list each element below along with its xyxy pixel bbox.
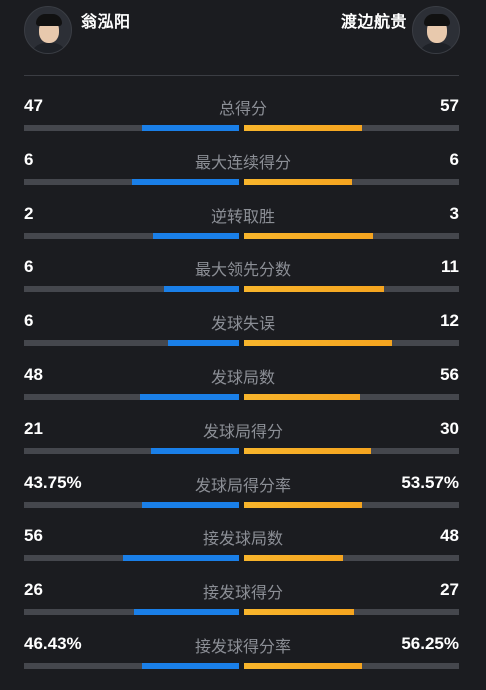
- header-divider: [24, 75, 459, 76]
- right-stat-bar-track: [244, 501, 459, 508]
- left-stat-bar-track: [24, 232, 239, 239]
- right-stat-value: 27: [440, 580, 459, 600]
- stat-label: 接发球得分: [202, 585, 283, 603]
- avatar-hair: [424, 14, 450, 26]
- left-stat-bar-fill: [122, 555, 239, 562]
- left-stat-bar-fill: [142, 125, 239, 131]
- avatar-shirt: [419, 43, 455, 53]
- stats-list: 47 总得分 57 6 最大连续得分 6 2 逆转取胜 3 6 最大领先分数 1…: [0, 80, 486, 672]
- right-stat-bar-track: [244, 125, 459, 131]
- stat-label: 发球局得分: [202, 423, 283, 441]
- left-stat-bar-track: [24, 125, 239, 131]
- avatar-shirt: [31, 43, 67, 53]
- right-stat-bar-fill: [244, 501, 363, 508]
- left-stat-value: 56: [24, 526, 43, 546]
- right-stat-bar-track: [244, 286, 459, 293]
- stat-label: 发球失误: [210, 316, 275, 334]
- stat-label: 逆转取胜: [210, 208, 275, 226]
- right-stat-bar-fill: [244, 662, 363, 669]
- left-stat-value: 6: [24, 149, 34, 169]
- right-player-name[interactable]: 渡边航贵: [340, 14, 407, 31]
- stat-label: 发球局得分率: [194, 477, 291, 495]
- stat-row: 56 接发球局数 48: [0, 510, 486, 564]
- right-stat-value: 53.57%: [401, 472, 459, 492]
- right-stat-bar-track: [244, 447, 459, 454]
- right-stat-bar-fill: [244, 286, 384, 293]
- stat-row: 47 总得分 57: [0, 80, 486, 134]
- right-stat-value: 56: [440, 364, 459, 384]
- stat-row: 6 最大领先分数 11: [0, 241, 486, 295]
- right-stat-bar-fill: [244, 340, 393, 347]
- left-stat-value: 48: [24, 364, 43, 384]
- right-stat-value: 56.25%: [401, 633, 459, 653]
- right-stat-bar-track: [244, 232, 459, 239]
- right-stat-bar-track: [244, 609, 459, 616]
- left-player-avatar[interactable]: [24, 6, 72, 54]
- right-player-avatar[interactable]: [412, 6, 460, 54]
- left-stat-value: 26: [24, 580, 43, 600]
- right-stat-bar-fill: [244, 125, 363, 131]
- right-stat-bar-track: [244, 662, 459, 669]
- stat-row: 48 发球局数 56: [0, 349, 486, 403]
- stat-label: 发球局数: [210, 369, 275, 387]
- left-stat-bar-track: [24, 447, 239, 454]
- left-stat-value: 21: [24, 418, 43, 438]
- right-stat-value: 6: [449, 149, 459, 169]
- right-stat-value: 12: [440, 311, 459, 331]
- left-stat-bar-track: [24, 609, 239, 616]
- right-stat-bar-fill: [244, 178, 352, 185]
- left-stat-value: 2: [24, 203, 34, 223]
- right-stat-bar-fill: [244, 393, 361, 400]
- left-stat-bar-track: [24, 286, 239, 293]
- left-stat-bar-track: [24, 501, 239, 508]
- left-stat-bar-fill: [140, 393, 239, 400]
- stat-label: 总得分: [218, 101, 267, 118]
- stat-row: 46.43% 接发球得分率 56.25%: [0, 618, 486, 672]
- left-player-name[interactable]: 翁泓阳: [81, 14, 131, 31]
- left-stat-bar-fill: [133, 609, 239, 616]
- left-stat-bar-track: [24, 662, 239, 669]
- stat-label: 最大领先分数: [194, 262, 291, 280]
- left-stat-bar-track: [24, 555, 239, 562]
- left-stat-bar-fill: [142, 662, 239, 669]
- right-stat-bar-track: [244, 178, 459, 185]
- left-stat-bar-fill: [168, 340, 239, 347]
- avatar-hair: [36, 14, 62, 26]
- right-stat-bar-track: [244, 393, 459, 400]
- match-header: 翁泓阳 渡边航贵: [0, 0, 486, 76]
- left-stat-value: 46.43%: [24, 633, 82, 653]
- left-stat-value: 6: [24, 311, 34, 331]
- right-stat-bar-track: [244, 340, 459, 347]
- right-stat-value: 48: [440, 526, 459, 546]
- left-stat-value: 6: [24, 257, 34, 277]
- stat-label: 接发球得分率: [194, 638, 291, 656]
- right-stat-value: 3: [449, 203, 459, 223]
- right-stat-value: 57: [440, 96, 459, 115]
- left-stat-bar-fill: [163, 286, 239, 293]
- left-stat-value: 43.75%: [24, 472, 82, 492]
- left-stat-bar-fill: [142, 501, 239, 508]
- right-stat-bar-track: [244, 555, 459, 562]
- left-stat-bar-fill: [150, 447, 239, 454]
- right-stat-bar-fill: [244, 447, 371, 454]
- left-stat-bar-track: [24, 340, 239, 347]
- left-stat-bar-track: [24, 178, 239, 185]
- left-stat-bar-track: [24, 393, 239, 400]
- stat-row: 26 接发球得分 27: [0, 564, 486, 618]
- left-stat-bar-fill: [131, 178, 239, 185]
- stat-row: 21 发球局得分 30: [0, 403, 486, 457]
- stat-row: 43.75% 发球局得分率 53.57%: [0, 457, 486, 511]
- left-stat-value: 47: [24, 96, 43, 115]
- right-stat-bar-fill: [244, 555, 343, 562]
- stat-row: 6 最大连续得分 6: [0, 134, 486, 188]
- left-stat-bar-fill: [153, 232, 239, 239]
- right-stat-value: 11: [441, 257, 459, 277]
- stat-row: 2 逆转取胜 3: [0, 188, 486, 242]
- right-stat-bar-fill: [244, 609, 354, 616]
- right-stat-bar-fill: [244, 232, 373, 239]
- stat-row: 6 发球失误 12: [0, 295, 486, 349]
- right-stat-value: 30: [440, 418, 459, 438]
- stat-label: 接发球局数: [202, 531, 283, 549]
- stat-label: 最大连续得分: [194, 154, 291, 172]
